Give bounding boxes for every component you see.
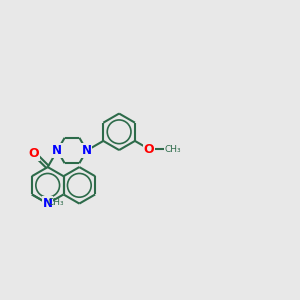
Text: N: N [43, 197, 53, 210]
Text: N: N [82, 144, 92, 157]
Text: O: O [29, 147, 40, 160]
Text: N: N [52, 144, 62, 157]
Text: N: N [52, 144, 62, 157]
Text: CH₃: CH₃ [47, 198, 64, 207]
Text: O: O [144, 142, 154, 155]
Text: CH₃: CH₃ [164, 145, 181, 154]
